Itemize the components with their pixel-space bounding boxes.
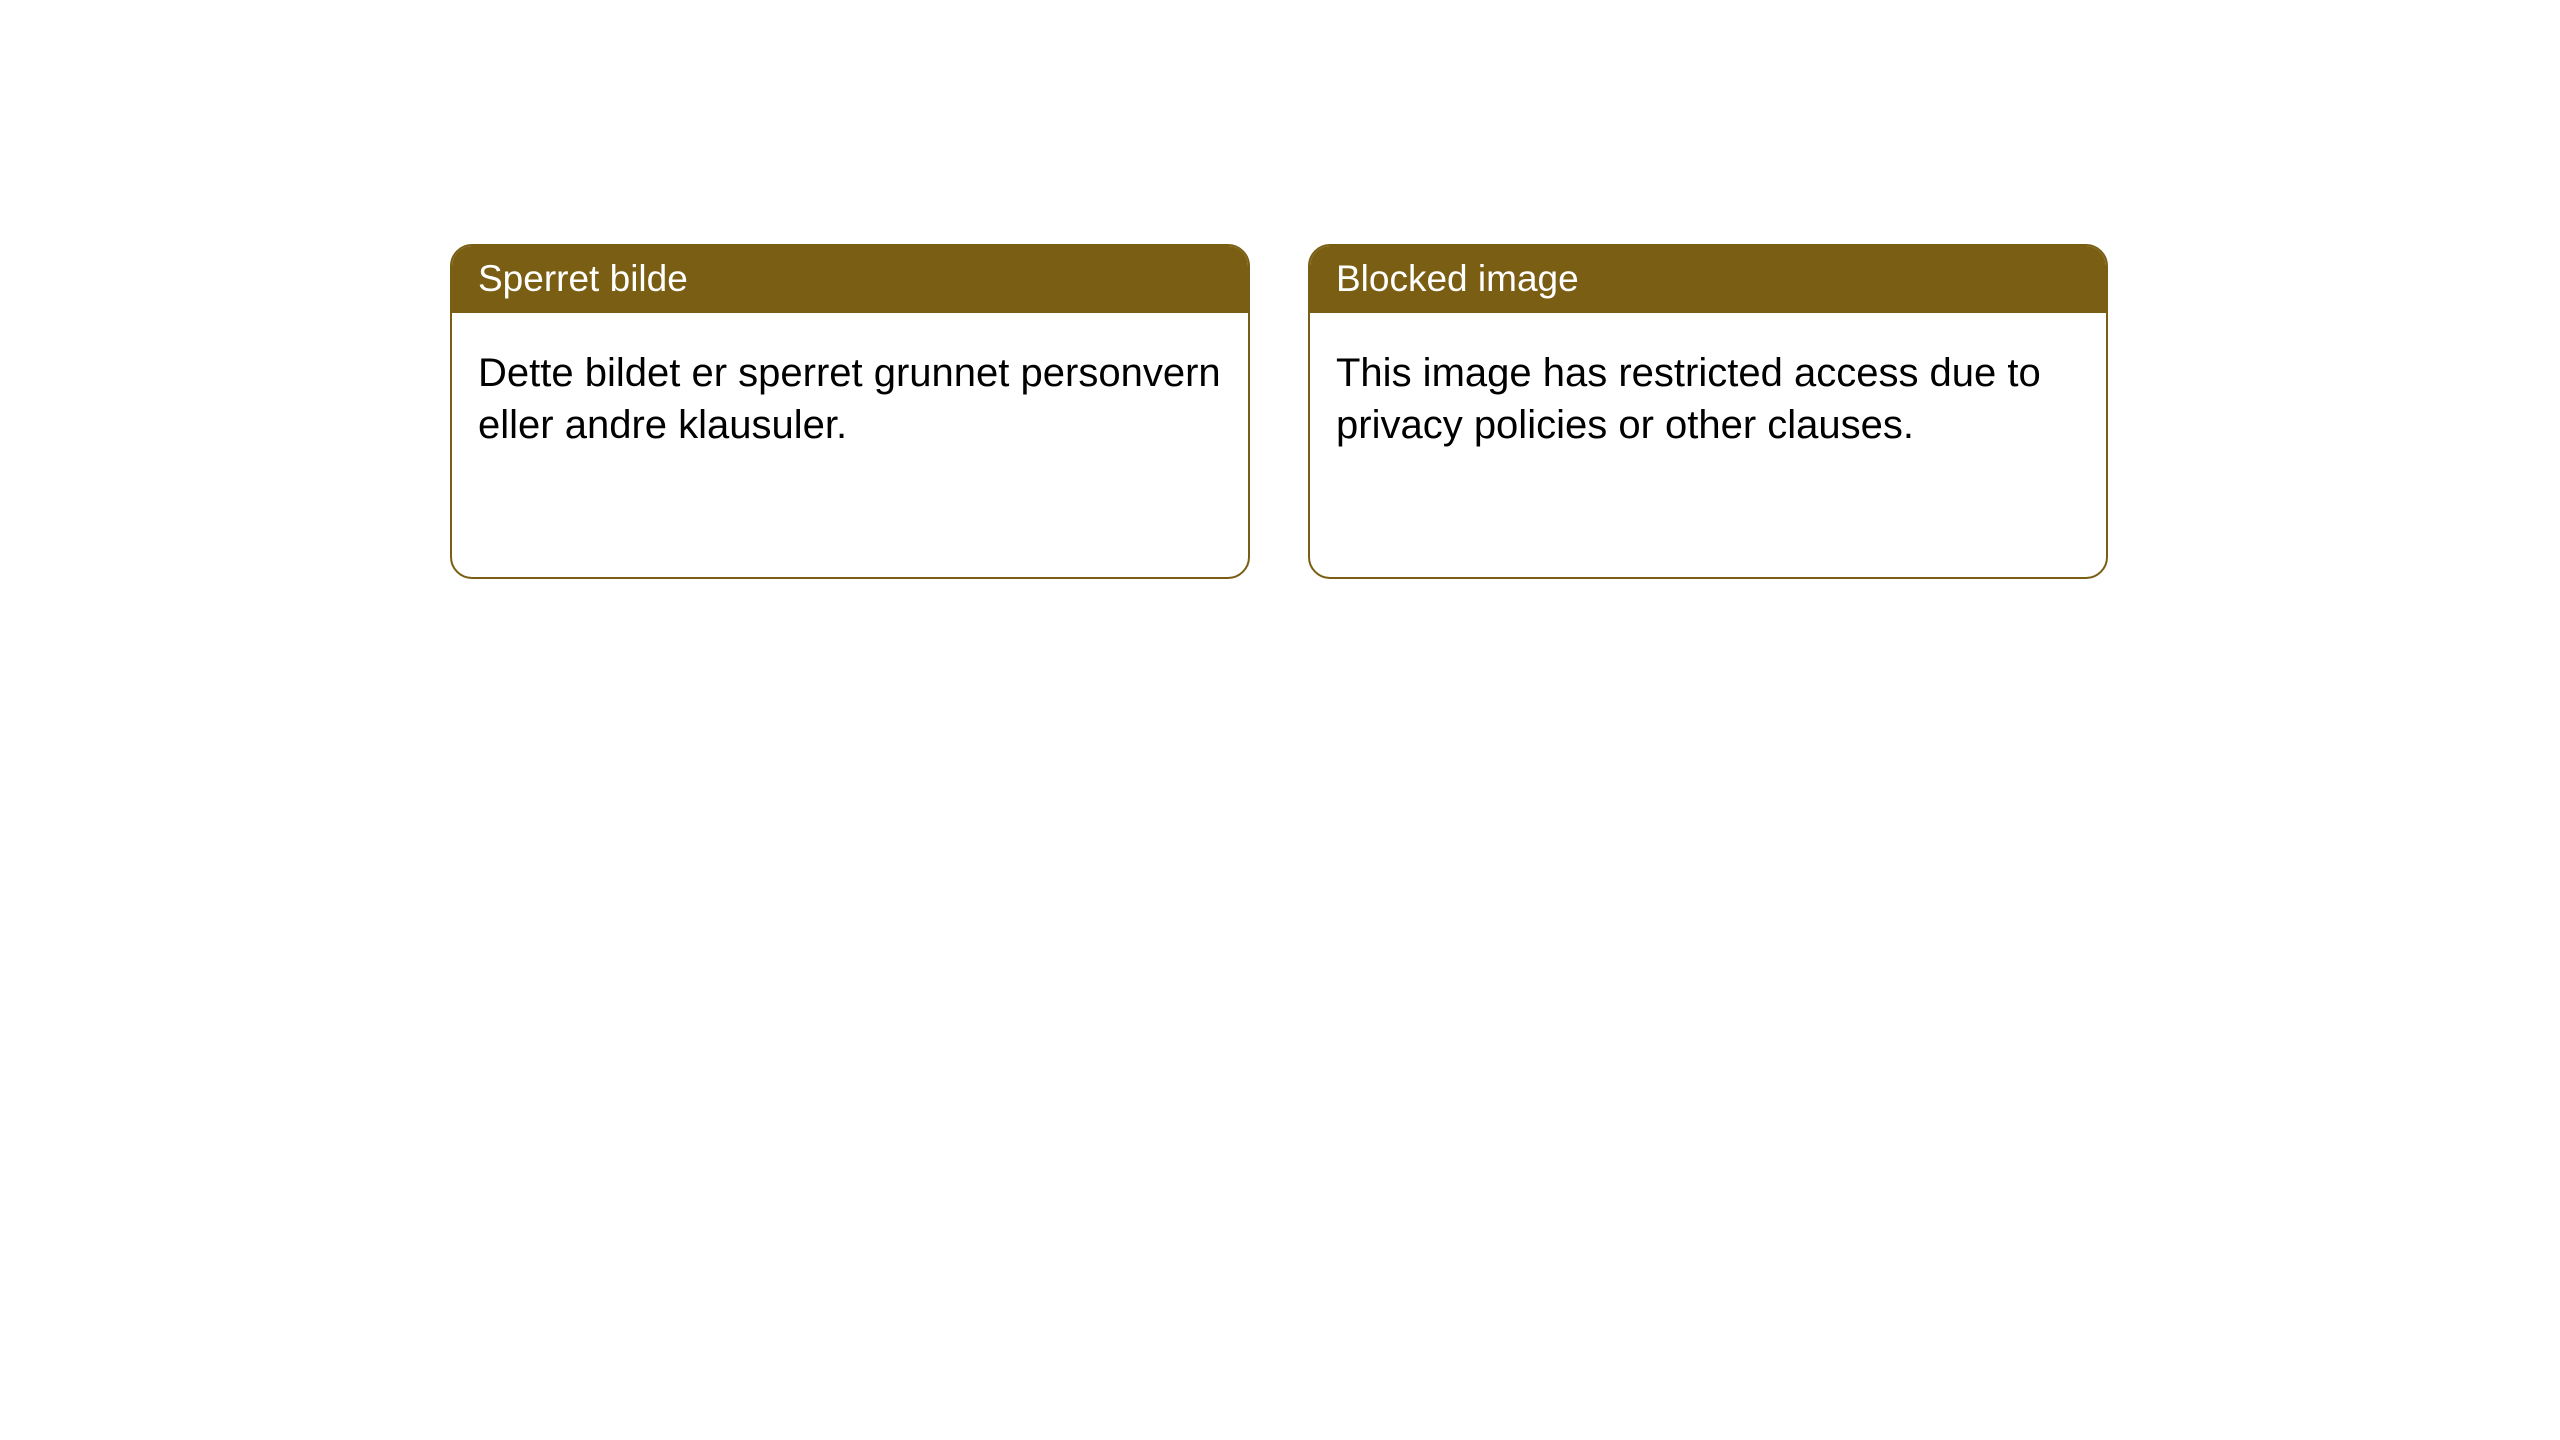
card-body-text: This image has restricted access due to … xyxy=(1336,351,2041,447)
card-body-text: Dette bildet er sperret grunnet personve… xyxy=(478,351,1221,447)
card-body: Dette bildet er sperret grunnet personve… xyxy=(452,313,1248,477)
notice-card-english: Blocked image This image has restricted … xyxy=(1308,244,2108,579)
card-title: Blocked image xyxy=(1336,258,1579,299)
notice-card-norwegian: Sperret bilde Dette bildet er sperret gr… xyxy=(450,244,1250,579)
notice-cards-container: Sperret bilde Dette bildet er sperret gr… xyxy=(450,244,2108,579)
card-title: Sperret bilde xyxy=(478,258,688,299)
card-body: This image has restricted access due to … xyxy=(1310,313,2106,477)
card-header: Blocked image xyxy=(1310,246,2106,313)
card-header: Sperret bilde xyxy=(452,246,1248,313)
